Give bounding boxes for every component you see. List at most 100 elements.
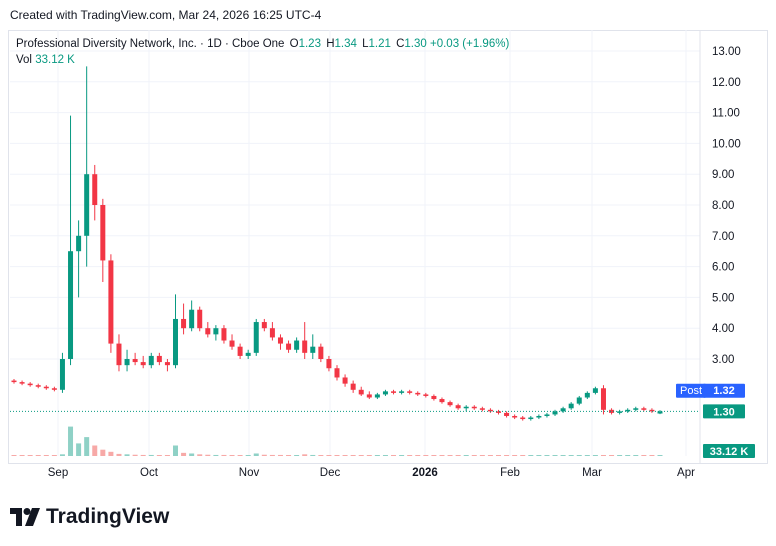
volume-badge-text: 33.12 K xyxy=(710,446,749,458)
volume-bar xyxy=(237,455,243,456)
candle-body xyxy=(35,385,41,387)
y-tick-label: 5.00 xyxy=(712,292,734,304)
volume-bar xyxy=(504,455,510,456)
volume-bar xyxy=(116,453,122,456)
candle-body xyxy=(245,352,251,356)
candle-body xyxy=(504,412,510,416)
candle-body xyxy=(164,362,170,366)
y-tick-label: 11.00 xyxy=(712,108,740,120)
volume-bar xyxy=(286,455,292,456)
x-tick-label: 2026 xyxy=(412,467,438,479)
volume-bar xyxy=(487,455,493,456)
candle-body xyxy=(455,405,461,409)
volume-bar xyxy=(245,455,251,456)
volume-bar xyxy=(205,454,211,456)
volume-bar xyxy=(350,455,356,456)
volume-bar xyxy=(213,454,219,456)
volume-bar xyxy=(374,455,380,456)
candle-body xyxy=(439,399,445,403)
volume-bar xyxy=(423,455,429,456)
symbol-title[interactable]: Professional Diversity Network, Inc. · 1… xyxy=(16,38,285,50)
volume-bar xyxy=(382,455,388,456)
volume-bar xyxy=(148,454,154,456)
volume-bar xyxy=(132,454,138,456)
candle-body xyxy=(261,322,267,329)
candle-body xyxy=(625,409,631,412)
candle-body xyxy=(431,395,437,400)
y-tick-label: 8.00 xyxy=(712,200,734,212)
last-price-text: 1.30 xyxy=(713,406,734,418)
candle-body xyxy=(132,359,138,363)
candle-body xyxy=(116,343,122,366)
candle-body xyxy=(181,318,187,329)
candle-body xyxy=(382,391,388,395)
volume-bar xyxy=(512,455,518,456)
volume-bar xyxy=(76,443,82,456)
volume-bar xyxy=(439,455,445,456)
candle-body xyxy=(27,383,33,386)
volume-bar xyxy=(415,455,421,456)
candle-body xyxy=(100,205,106,261)
volume-bar xyxy=(463,455,469,456)
volume-bar xyxy=(140,454,146,456)
volume-bar xyxy=(326,455,332,456)
volume-bar xyxy=(35,455,41,456)
y-tick-label: 12.00 xyxy=(712,77,741,89)
chart-panel[interactable] xyxy=(8,30,768,464)
candle-body xyxy=(334,368,340,378)
candle-body xyxy=(213,328,219,335)
candle-body xyxy=(528,417,534,420)
candle-body xyxy=(463,406,469,409)
candle-body xyxy=(600,388,606,410)
volume-bar xyxy=(584,455,590,456)
candle-body xyxy=(552,411,558,415)
candle-body xyxy=(237,346,243,356)
candle-body xyxy=(536,415,542,418)
candle-body xyxy=(447,402,453,406)
x-tick-label: Oct xyxy=(140,467,159,479)
candle-body xyxy=(609,409,615,413)
volume-bar xyxy=(100,449,106,456)
volume-bar xyxy=(173,445,178,456)
volume-bar xyxy=(657,455,663,456)
candle-body xyxy=(43,386,49,389)
close-label: C xyxy=(396,38,405,50)
y-tick-label: 6.00 xyxy=(712,262,734,274)
volume-bar xyxy=(197,454,203,456)
candle-body xyxy=(148,355,154,366)
volume-bar xyxy=(164,455,170,456)
volume-bar xyxy=(334,455,340,456)
candle-body xyxy=(407,391,413,393)
x-tick-label: Apr xyxy=(677,467,695,479)
high-label: H xyxy=(326,38,335,50)
candle-body xyxy=(366,394,372,398)
volume-bar xyxy=(552,455,558,456)
candle-body xyxy=(592,388,598,393)
post-label-badge xyxy=(676,383,706,398)
volume-bar xyxy=(229,455,235,456)
volume-bar xyxy=(269,454,275,456)
candle-body xyxy=(568,403,574,409)
chart-legend: Professional Diversity Network, Inc. · 1… xyxy=(16,36,509,68)
volume-bar xyxy=(447,455,453,456)
y-tick-label: 10.00 xyxy=(712,138,741,150)
volume-label: Vol xyxy=(16,54,32,66)
x-tick-label: Sep xyxy=(48,467,68,479)
candle-body xyxy=(584,392,590,398)
candle-body xyxy=(84,174,90,236)
candle-body xyxy=(108,260,114,344)
candle-body xyxy=(318,346,324,359)
candle-body xyxy=(633,408,639,410)
candle-body xyxy=(374,394,380,398)
tradingview-logo: TradingView xyxy=(10,505,169,529)
volume-bar xyxy=(342,455,348,456)
candle-body xyxy=(76,235,82,252)
volume-bar xyxy=(560,455,566,456)
last-price-badge xyxy=(703,404,745,419)
candle-body xyxy=(173,318,178,366)
y-tick-label: 13.00 xyxy=(712,46,741,58)
y-tick-label: 4.00 xyxy=(712,323,734,335)
candle-body xyxy=(269,328,275,338)
volume-bar xyxy=(431,455,437,456)
